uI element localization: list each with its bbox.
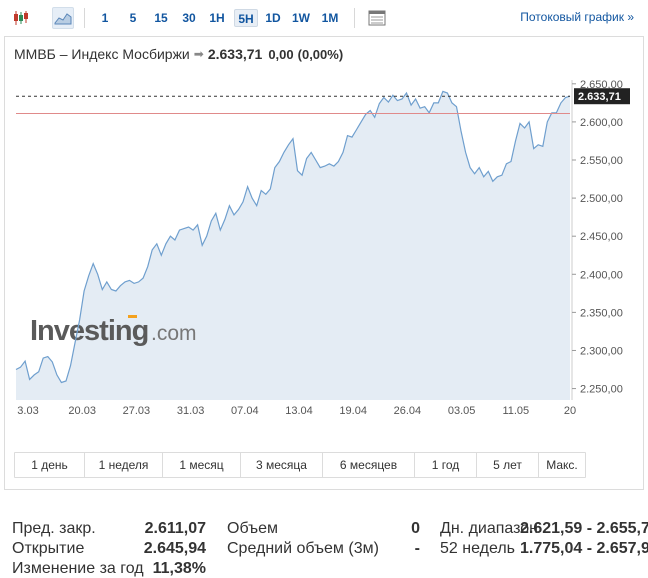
streaming-chart-link[interactable]: Потоковый график » [520,10,634,24]
interval-30m[interactable]: 30 [182,11,196,25]
x-tick-label: 03.05 [448,405,476,417]
y-tick-label: 2.600,00 [580,117,623,129]
x-tick-label: 07.04 [231,405,259,417]
interval-1d[interactable]: 1D [265,11,281,25]
x-tick-label: 20.03 [68,405,96,417]
time-range-selector: 1 день 1 неделя 1 месяц 3 месяца 6 месяц… [14,452,586,478]
y-tick-label: 2.650,00 [580,79,623,91]
instrument-header: ММВБ – Индекс Мосбиржи ➡ 2.633,71 0,00 (… [14,46,347,62]
interval-1month[interactable]: 1M [321,11,339,25]
range-max[interactable]: Макс. [539,453,585,477]
avg-volume-label: Средний объем (3м) [227,540,379,557]
x-tick-label: 26.04 [394,405,422,417]
x-tick-label: 3.03 [17,405,38,417]
interval-5h[interactable]: 5H [234,9,258,27]
current-price-badge [574,88,630,105]
last-price: 2.633,71 [207,46,263,62]
range-6-months[interactable]: 6 месяцев [323,453,415,477]
y-tick-label: 2.300,00 [580,345,623,357]
y-tick-label: 2.450,00 [580,231,623,243]
interval-5m[interactable]: 5 [129,11,137,25]
area-chart-icon[interactable] [52,7,74,29]
current-price-label: 2.633,71 [578,91,621,103]
avg-volume-value: - [414,540,420,557]
x-tick-label: 13.04 [285,405,313,417]
x-tick-label: 20 [564,405,576,417]
range-1-week[interactable]: 1 неделя [85,453,163,477]
x-tick-label: 27.03 [123,405,151,417]
chart-panel [4,36,644,490]
table-view-icon[interactable] [366,7,388,29]
range-1-day[interactable]: 1 день [15,453,85,477]
range-3-months[interactable]: 3 месяца [241,453,323,477]
y-tick-label: 2.550,00 [580,155,623,167]
volume-value: 0 [411,520,420,537]
price-chart-svg[interactable]: Investing .com 2.650,00 2.600,00 2.550,00 2… [4,70,644,420]
x-tick-label: 31.03 [177,405,205,417]
interval-1w[interactable]: 1W [292,11,310,25]
prev-close-value: 2.611,07 [144,520,206,537]
range-1-year[interactable]: 1 год [415,453,477,477]
arrow-right-icon: ➡ [193,47,204,61]
chart-toolbar: 1 5 15 30 1H 5H 1D 1W 1M Потоковый графи… [0,0,648,36]
candlestick-chart-icon[interactable] [10,7,32,29]
range-5-years[interactable]: 5 лет [477,453,539,477]
instrument-name: ММВБ – Индекс Мосбиржи [14,46,190,62]
interval-15m[interactable]: 15 [154,11,168,25]
day-range-label: Дн. диапазон [440,520,539,537]
range-1-month[interactable]: 1 месяц [163,453,241,477]
svg-text:Investing: Investing [30,315,148,347]
price-change: 0,00 [268,46,294,62]
open-label: Открытие [12,540,85,557]
price-change-percent: (0,00%) [297,46,344,62]
volume-label: Объем [227,520,278,537]
y-tick-label: 2.350,00 [580,307,623,319]
ytd-change-label: Изменение за год [12,560,144,577]
y-tick-label: 2.250,00 [580,384,623,396]
y-tick-label: 2.500,00 [580,193,623,205]
interval-1h[interactable]: 1H [209,11,225,25]
x-tick-label: 19.04 [339,405,367,417]
toolbar-divider [84,8,85,28]
y-tick-label: 2.400,00 [580,269,623,281]
week52-range-value: 1.775,04 - 2.657,9 [520,540,648,557]
investing-watermark: Investing .com [30,315,197,347]
price-chart[interactable]: Investing .com 2.650,00 2.600,00 2.550,00 2… [4,70,644,420]
interval-1m[interactable]: 1 [101,11,109,25]
week52-range-label: 52 недель [440,540,515,557]
svg-text:.com: .com [151,322,197,345]
x-tick-label: 11.05 [502,405,529,417]
chart-area-fill [16,91,570,401]
prev-close-label: Пред. закр. [12,520,96,537]
day-range-value: 2.621,59 - 2.655,73 [520,520,648,537]
open-value: 2.645,94 [143,540,206,557]
toolbar-divider [354,8,355,28]
chart-price-line [15,90,571,384]
ytd-change-value: 11,38% [152,560,206,577]
